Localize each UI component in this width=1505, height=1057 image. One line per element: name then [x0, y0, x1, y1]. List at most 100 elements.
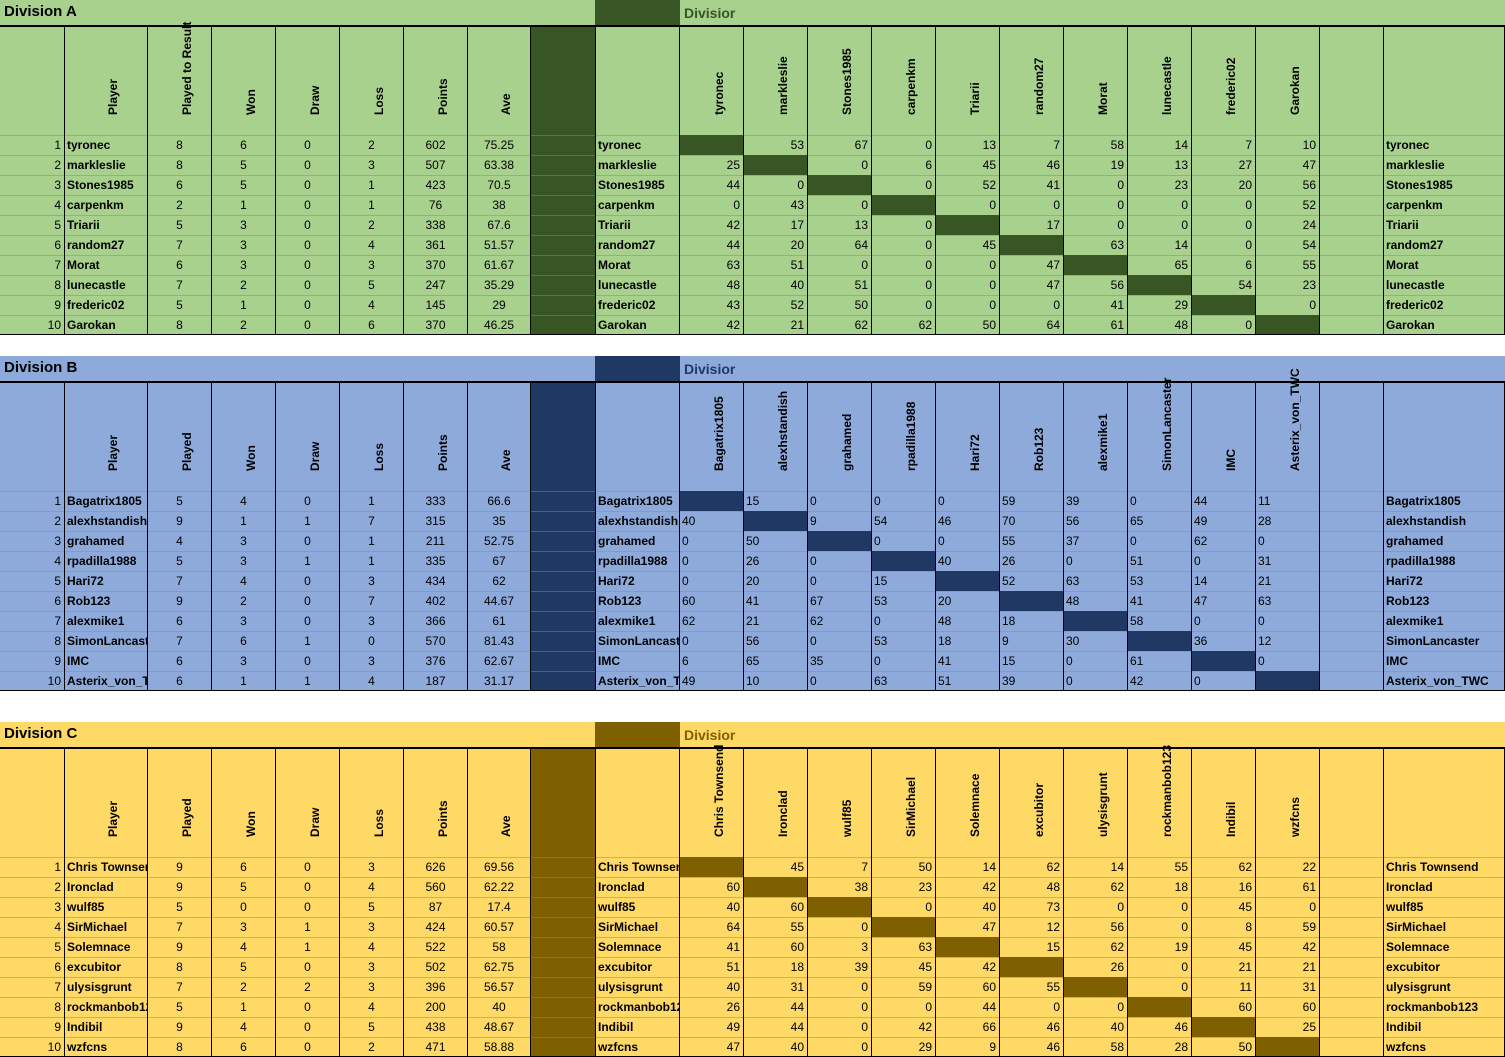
stat-cell: 1	[212, 195, 276, 215]
score-cell: 0	[872, 651, 936, 671]
stat-cell: 145	[404, 295, 468, 315]
score-cell: 9	[808, 511, 872, 531]
opponent-header-label: grahamed	[839, 413, 854, 471]
score-cell: 40	[744, 1037, 808, 1057]
player-name-cell: grahamed	[65, 531, 148, 551]
row-gridline	[0, 135, 1505, 136]
stat-cell: 1	[0, 135, 65, 155]
stat-cell: 338	[404, 215, 468, 235]
stat-cell: 5	[148, 997, 212, 1017]
score-cell: 60	[1256, 997, 1320, 1017]
grid-player-name: Solemnace	[595, 937, 680, 957]
stat-cell: 5	[340, 897, 404, 917]
column-header: Ave	[468, 27, 531, 135]
stat-cell: 5	[212, 877, 276, 897]
opponent-header: Indibil	[1192, 749, 1256, 857]
right-player-name: SirMichael	[1384, 917, 1505, 937]
empty-cell	[1320, 977, 1384, 997]
score-cell: 60	[744, 937, 808, 957]
score-cell: 0	[808, 195, 872, 215]
stat-cell: 376	[404, 651, 468, 671]
right-player-name: Triarii	[1384, 215, 1505, 235]
score-cell: 62	[872, 315, 936, 335]
stat-cell: 0	[276, 1017, 340, 1037]
score-cell: 0	[1000, 295, 1064, 315]
empty-cell	[1320, 135, 1384, 155]
stat-cell: 1	[276, 631, 340, 651]
score-cell: 45	[936, 235, 1000, 255]
row-gridline	[0, 295, 1505, 296]
column-header: Ave	[468, 383, 531, 491]
score-cell: 45	[872, 957, 936, 977]
empty-cell	[1320, 551, 1384, 571]
right-player-name: random27	[1384, 235, 1505, 255]
empty-cell	[1320, 671, 1384, 691]
right-player-name: Solemnace	[1384, 937, 1505, 957]
right-player-name: SimonLancaster	[1384, 631, 1505, 651]
score-cell: 40	[1064, 1017, 1128, 1037]
stat-cell: 1	[276, 511, 340, 531]
score-cell: 25	[1256, 1017, 1320, 1037]
right-player-name: excubitor	[1384, 957, 1505, 977]
diagonal-cell	[1192, 1017, 1256, 1037]
player-name-cell: wulf85	[65, 897, 148, 917]
score-cell: 39	[808, 957, 872, 977]
player-name-cell: SirMichael	[65, 917, 148, 937]
right-player-name: Chris Townsend	[1384, 857, 1505, 877]
row-gridline	[0, 957, 1505, 958]
diagonal-cell	[744, 511, 808, 531]
right-player-name: ulysisgrunt	[1384, 977, 1505, 997]
score-cell: 63	[872, 671, 936, 691]
stat-cell: 4	[340, 295, 404, 315]
score-cell: 39	[1064, 491, 1128, 511]
grid-player-name: alexhstandish	[595, 511, 680, 531]
score-cell: 40	[936, 897, 1000, 917]
grid-corner-header	[595, 749, 680, 857]
empty-cell	[1320, 877, 1384, 897]
row-gridline	[0, 571, 1505, 572]
grid-corner-header	[595, 27, 680, 135]
diagonal-cell	[1128, 997, 1192, 1017]
empty-cell	[1320, 611, 1384, 631]
grid-player-name: Ironclad	[595, 877, 680, 897]
score-cell: 58	[1064, 1037, 1128, 1057]
stat-cell: 38	[468, 195, 531, 215]
right-player-name: Bagatrix1805	[1384, 491, 1505, 511]
score-cell: 56	[1256, 175, 1320, 195]
opponent-header-label: Rob123	[1031, 427, 1046, 471]
stat-cell: 2	[340, 215, 404, 235]
score-cell: 65	[1128, 511, 1192, 531]
stat-cell: 9	[0, 295, 65, 315]
column-header-label: Points	[435, 434, 450, 471]
stat-cell: 58.88	[468, 1037, 531, 1057]
column-header: Player	[65, 749, 148, 857]
score-cell: 56	[744, 631, 808, 651]
score-cell: 55	[1000, 531, 1064, 551]
stat-cell: 60.57	[468, 917, 531, 937]
stat-cell: 6	[0, 235, 65, 255]
score-cell: 37	[1064, 531, 1128, 551]
opponent-header: random27	[1000, 27, 1064, 135]
stat-cell: 3	[212, 917, 276, 937]
right-player-name: Ironclad	[1384, 877, 1505, 897]
opponent-header-label: wzfcns	[1287, 796, 1302, 837]
score-cell: 20	[936, 591, 1000, 611]
stat-cell: 187	[404, 671, 468, 691]
row-gridline	[0, 275, 1505, 276]
column-header: Player	[65, 383, 148, 491]
opponent-header-label: Garokan	[1287, 66, 1302, 115]
stat-cell: 44.67	[468, 591, 531, 611]
score-cell: 0	[808, 255, 872, 275]
score-cell: 65	[744, 651, 808, 671]
score-cell: 53	[872, 591, 936, 611]
score-cell: 42	[936, 957, 1000, 977]
stat-cell: 6	[212, 857, 276, 877]
score-cell: 36	[1192, 631, 1256, 651]
grid-corner-header	[595, 383, 680, 491]
score-cell: 0	[1128, 957, 1192, 977]
stat-cell: 471	[404, 1037, 468, 1057]
stat-cell: 9	[0, 1017, 65, 1037]
opponent-header-label: SirMichael	[903, 776, 918, 837]
opponent-header: Asterix_von_TWC	[1256, 368, 1320, 491]
score-cell: 0	[1192, 671, 1256, 691]
